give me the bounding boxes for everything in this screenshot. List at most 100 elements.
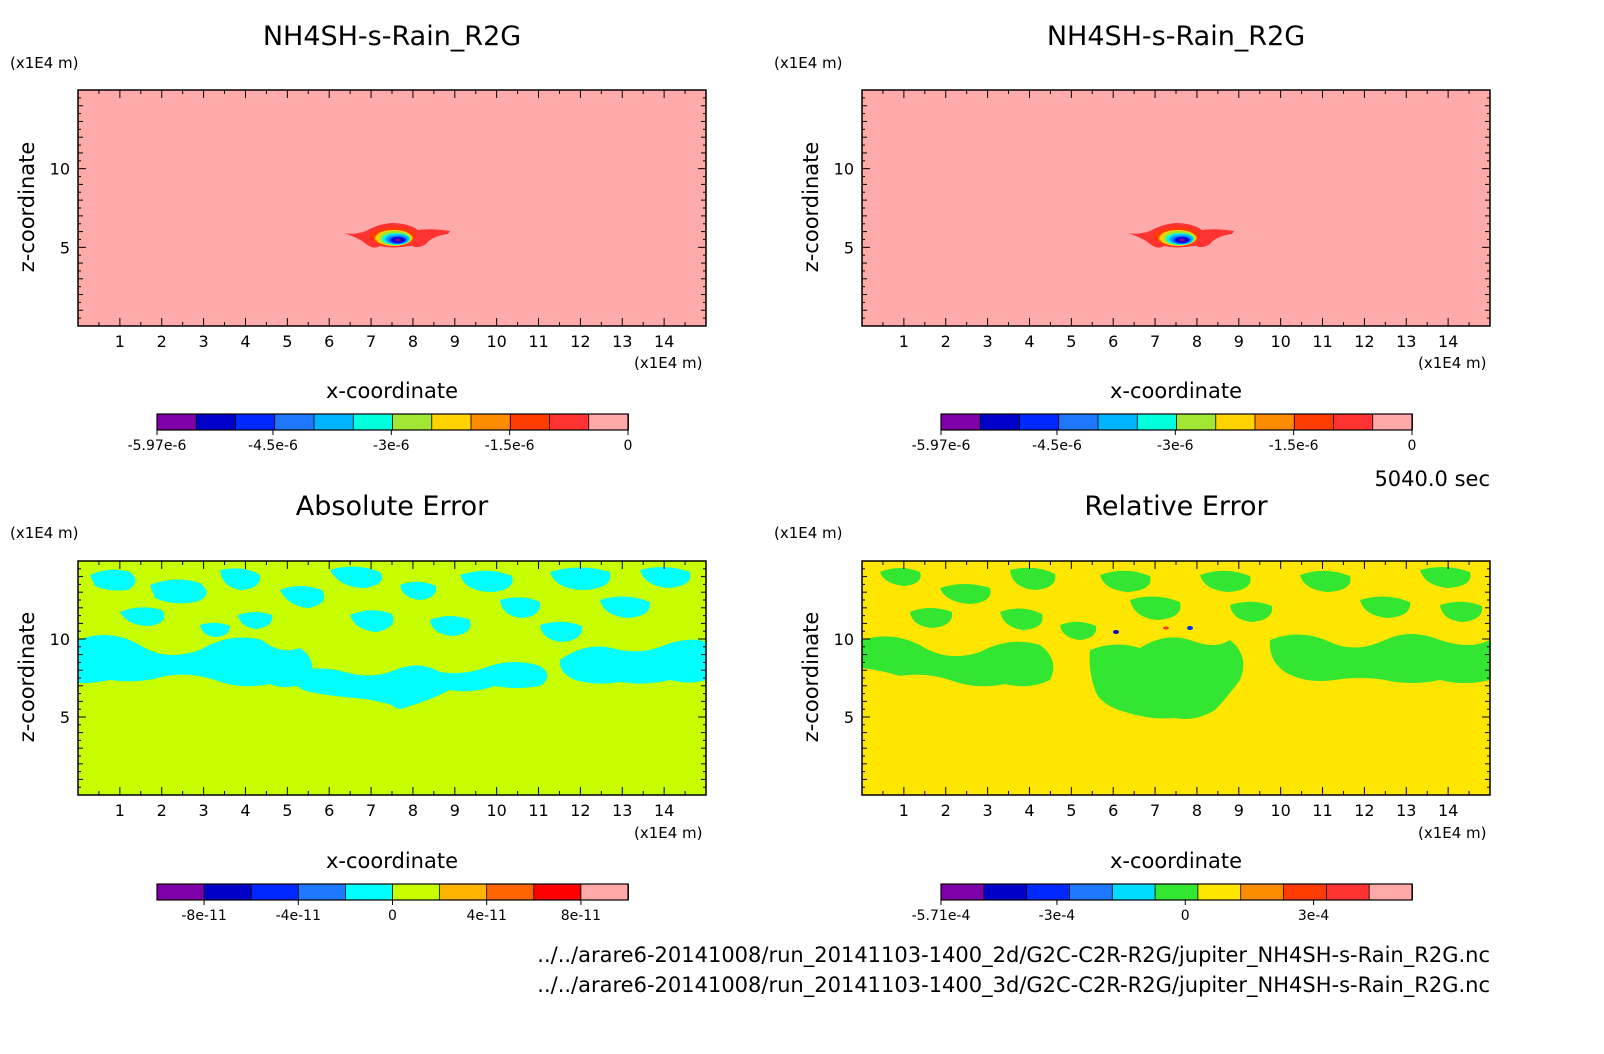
time-label: 5040.0 sec xyxy=(1374,467,1490,491)
colorbar-swatch xyxy=(1240,883,1285,901)
colorbar-swatch xyxy=(1372,413,1413,431)
x-tick-label: 10 xyxy=(486,801,506,820)
colorbar-swatch xyxy=(1019,413,1060,431)
colorbar-tick-label: -4.5e-6 xyxy=(248,438,298,454)
x-tick-label: 11 xyxy=(528,801,548,820)
contour-band xyxy=(559,639,706,684)
colorbar-swatch xyxy=(431,413,472,431)
x-tick-label: 13 xyxy=(1396,332,1416,351)
colorbar-swatch xyxy=(313,413,355,431)
contour-patch xyxy=(430,616,471,636)
x-tick-label: 5 xyxy=(1066,801,1076,820)
contour-patch xyxy=(1230,601,1273,622)
x-tick-label: 2 xyxy=(157,332,167,351)
panel-title: Relative Error xyxy=(1084,491,1268,522)
colorbar-swatch xyxy=(1254,413,1296,431)
contour-patch xyxy=(280,586,325,608)
contour-patch xyxy=(238,612,273,629)
colorbar-tick-label: -3e-4 xyxy=(1039,908,1076,924)
colorbar-swatch xyxy=(297,883,347,901)
colorbar-tick-label: 0 xyxy=(388,908,397,924)
y-axis-label: z-coordinate xyxy=(15,142,39,273)
error-contours xyxy=(78,566,706,709)
file-path-3d: ../../arare6-20141008/run_20141103-1400_… xyxy=(537,973,1490,998)
x-tick-label: 4 xyxy=(240,332,250,351)
x-tick-label: 1 xyxy=(115,332,125,351)
x-tick-label: 9 xyxy=(450,801,460,820)
colorbar-tick-label: -1.5e-6 xyxy=(485,438,535,454)
colorbar-swatch xyxy=(979,413,1021,431)
x-tick-label: 8 xyxy=(408,801,418,820)
y-tick-label: 5 xyxy=(60,708,70,727)
colorbar-swatch xyxy=(1154,883,1199,901)
x-tick-label: 10 xyxy=(1270,332,1290,351)
contour-patch xyxy=(1060,621,1097,640)
y-unit-label: (x1E4 m) xyxy=(774,524,843,542)
x-tick-label: 13 xyxy=(612,801,632,820)
colorbar-swatch xyxy=(940,413,982,431)
colorbar: -5.97e-6 -4.5e-6 -3e-6 -1.5e-6 0 xyxy=(912,413,1416,454)
contour-patch xyxy=(1360,596,1411,618)
y-tick-label: 10 xyxy=(834,630,854,649)
x-tick-label: 9 xyxy=(450,332,460,351)
x-tick-label: 6 xyxy=(324,332,334,351)
colorbar-swatch xyxy=(549,413,590,431)
x-tick-label: 4 xyxy=(1024,332,1034,351)
x-tick-label: 6 xyxy=(1108,801,1118,820)
contour-patch xyxy=(1130,596,1181,620)
colorbar-frame xyxy=(940,413,1413,431)
x-tick-label: 1 xyxy=(899,332,909,351)
colorbar-tick-label: -4.5e-6 xyxy=(1032,438,1082,454)
x-unit-label: (x1E4 m) xyxy=(634,354,703,372)
x-tick-label: 3 xyxy=(983,801,993,820)
x-axis-label: x-coordinate xyxy=(326,849,458,873)
contour-patch xyxy=(1000,608,1043,630)
contour-patch xyxy=(550,567,611,590)
contour-spot xyxy=(1163,626,1169,630)
colorbar-swatch xyxy=(1293,413,1335,431)
colorbar-swatch xyxy=(486,883,535,901)
x-tick-label: 7 xyxy=(1150,801,1160,820)
x-tick-label: 7 xyxy=(366,801,376,820)
contour-patch xyxy=(220,568,261,590)
contour-patch xyxy=(1200,570,1251,592)
y-axis-label: z-coordinate xyxy=(799,612,823,743)
contour-band xyxy=(78,635,313,688)
colorbar-swatch xyxy=(1333,413,1374,431)
y-unit-label: (x1E4 m) xyxy=(774,54,843,72)
colorbar-swatch xyxy=(1097,413,1139,431)
y-tick-label: 5 xyxy=(844,238,854,257)
plot-area xyxy=(862,90,1490,326)
colorbar-swatch xyxy=(1215,413,1256,431)
colorbar-swatch xyxy=(1058,413,1099,431)
colorbar-swatch xyxy=(1069,883,1114,901)
colorbar-tick-label: 0 xyxy=(624,438,633,454)
contour-patch xyxy=(880,568,921,586)
x-axis-label: x-coordinate xyxy=(1110,849,1242,873)
colorbar-swatch xyxy=(156,413,198,431)
contour-band xyxy=(290,662,548,709)
contour-band xyxy=(862,636,1054,687)
colorbar: -8e-11 -4e-11 0 4e-11 8e-11 xyxy=(156,883,629,924)
x-axis-label: x-coordinate xyxy=(326,379,458,403)
panel-relative-error: Relative Error (x1E4 m) xyxy=(774,491,1491,924)
x-tick-label: 3 xyxy=(199,332,209,351)
x-tick-label: 8 xyxy=(1192,332,1202,351)
x-tick-label: 5 xyxy=(282,801,292,820)
y-axis-label: z-coordinate xyxy=(799,142,823,273)
colorbar-tick-label: 8e-11 xyxy=(561,908,601,924)
contour-patch xyxy=(640,566,691,588)
x-unit-label: (x1E4 m) xyxy=(634,824,703,842)
x-tick-label: 2 xyxy=(941,801,951,820)
contour-patch xyxy=(330,566,383,588)
colorbar-swatch xyxy=(1026,883,1071,901)
x-tick-label: 4 xyxy=(1024,801,1034,820)
colorbar-swatch xyxy=(1368,883,1413,901)
x-tick-label: 12 xyxy=(1354,332,1374,351)
colorbar-tick-label: -5.97e-6 xyxy=(912,438,971,454)
colorbar-swatch xyxy=(1111,883,1156,901)
y-tick-label: 10 xyxy=(834,160,854,179)
contour-level-1 xyxy=(394,238,402,242)
